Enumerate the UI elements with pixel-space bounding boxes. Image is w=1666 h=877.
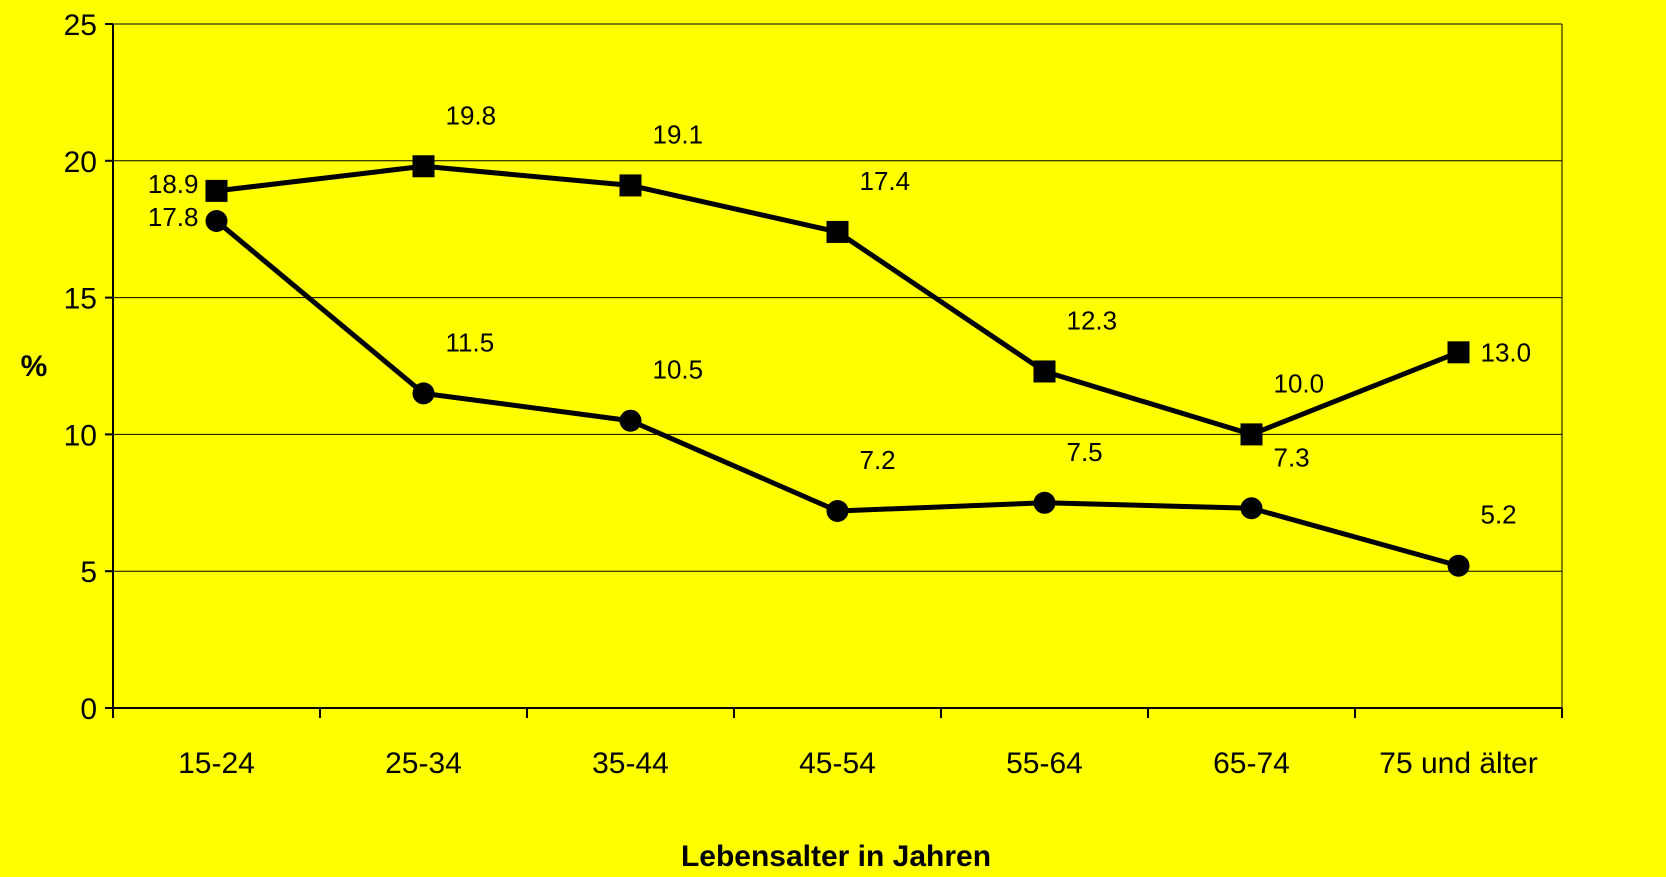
data-label: 7.2 <box>860 445 896 475</box>
data-label: 7.3 <box>1274 442 1310 472</box>
data-label: 19.8 <box>446 100 497 130</box>
y-tick-label: 5 <box>80 556 97 589</box>
data-label: 10.5 <box>653 355 704 385</box>
gridlines <box>113 23 1562 572</box>
data-point-square <box>826 220 849 243</box>
x-tick-label: 45-54 <box>799 747 876 780</box>
x-tick-label: 55-64 <box>1006 747 1083 780</box>
data-point-circle <box>205 209 228 232</box>
data-label: 5.2 <box>1481 500 1517 530</box>
y-axis-ticks: 0 5 10 15 20 25 <box>64 9 113 726</box>
data-label: 17.8 <box>148 202 199 232</box>
y-tick-label: 25 <box>64 9 97 42</box>
data-point-circle <box>1240 497 1263 520</box>
data-point-circle <box>619 409 642 432</box>
x-tick-label: 35-44 <box>592 747 669 780</box>
series-group: 18.9 19.8 19.1 17.4 12.3 10.0 13.0 17.8 11.5 10.5… <box>148 100 1532 577</box>
y-tick-label: 10 <box>64 419 97 452</box>
x-tick-label: 25-34 <box>385 747 462 780</box>
data-label: 18.9 <box>148 169 199 199</box>
data-label: 13.0 <box>1481 337 1532 367</box>
data-point-square <box>412 155 435 178</box>
data-point-square <box>205 179 228 202</box>
y-tick-label: 15 <box>64 283 97 316</box>
data-point-square <box>1033 360 1056 383</box>
data-point-square <box>619 174 642 197</box>
y-tick-label: 0 <box>80 693 97 726</box>
x-axis-title: Lebensalter in Jahren <box>681 840 991 873</box>
x-tick-label: 65-74 <box>1213 747 1290 780</box>
series-line <box>216 163 1460 437</box>
data-point-circle <box>1447 554 1470 577</box>
data-point-circle <box>826 500 849 523</box>
data-label: 19.1 <box>653 119 704 149</box>
data-label: 7.5 <box>1067 437 1103 467</box>
x-tick-label: 15-24 <box>178 747 255 780</box>
data-label: 11.5 <box>446 327 495 357</box>
data-label: 17.4 <box>860 166 911 196</box>
data-point-circle <box>1033 491 1056 514</box>
y-tick-label: 20 <box>64 146 97 179</box>
y-axis-title: % <box>21 350 48 383</box>
x-tick-label: 75 und älter <box>1379 747 1537 780</box>
data-point-circle <box>412 382 435 405</box>
data-label: 10.0 <box>1274 368 1325 398</box>
data-point-square <box>1240 423 1263 446</box>
data-label: 12.3 <box>1067 305 1118 335</box>
x-axis-ticks: 15-24 25-34 35-44 45-54 55-64 65-74 75 und ält… <box>112 708 1563 780</box>
data-point-square <box>1447 341 1470 364</box>
